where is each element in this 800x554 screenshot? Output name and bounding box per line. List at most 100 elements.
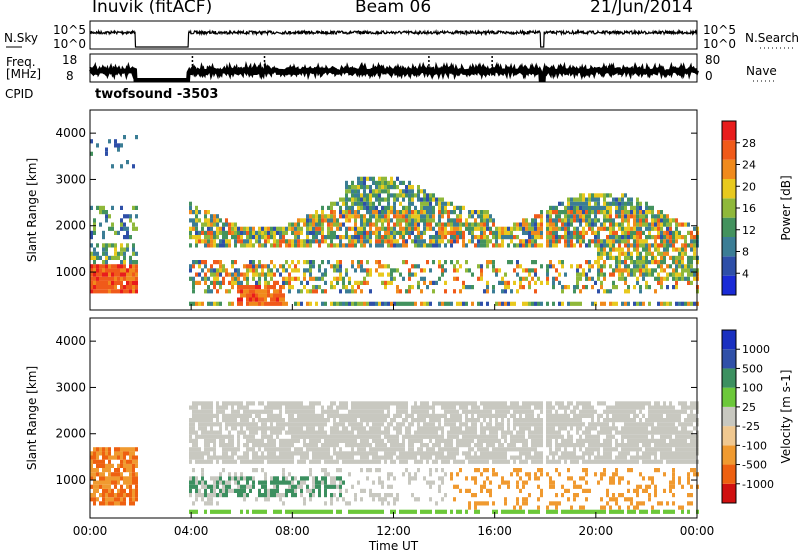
heatmap-cell: [321, 210, 324, 215]
heatmap-cell: [99, 289, 102, 294]
heatmap-cell: [90, 255, 93, 260]
heatmap-cell: [300, 426, 303, 431]
heatmap-cell: [330, 459, 333, 464]
heatmap-cell: [573, 413, 576, 418]
heatmap-cell: [255, 239, 258, 244]
heatmap-cell: [594, 222, 597, 227]
freq-tick-right-bottom: 0: [705, 69, 713, 83]
heatmap-cell: [642, 272, 645, 277]
heatmap-cell: [360, 413, 363, 418]
station-title: Inuvik (fitACF): [92, 0, 213, 17]
heatmap-cell: [96, 468, 99, 473]
heatmap-cell: [93, 264, 96, 269]
heatmap-cell: [603, 422, 606, 427]
heatmap-cell: [657, 247, 660, 252]
heatmap-cell: [540, 409, 543, 414]
heatmap-cell: [132, 501, 135, 506]
heatmap-cell: [321, 272, 324, 277]
heatmap-cell: [429, 193, 432, 198]
heatmap-cell: [474, 218, 477, 223]
heatmap-cell: [516, 472, 519, 477]
heatmap-cell: [594, 434, 597, 439]
heatmap-cell: [204, 418, 207, 423]
heatmap-cell: [582, 413, 585, 418]
heatmap-cell: [216, 418, 219, 423]
heatmap-cell: [219, 268, 222, 273]
heatmap-cell: [312, 285, 315, 290]
heatmap-cell: [381, 239, 384, 244]
heatmap-cell: [417, 239, 420, 244]
heatmap-cell: [93, 285, 96, 290]
heatmap-cell: [228, 239, 231, 244]
heatmap-cell: [585, 260, 588, 265]
heatmap-cell: [459, 430, 462, 435]
heatmap-cell: [201, 418, 204, 423]
heatmap-cell: [366, 210, 369, 215]
heatmap-cell: [579, 301, 582, 306]
heatmap-cell: [339, 405, 342, 410]
heatmap-cell: [234, 451, 237, 456]
heatmap-cell: [573, 451, 576, 456]
heatmap-cell: [336, 413, 339, 418]
heatmap-cell: [501, 430, 504, 435]
heatmap-cell: [441, 205, 444, 210]
heatmap-cell: [630, 230, 633, 235]
heatmap-cell: [525, 226, 528, 231]
heatmap-cell: [627, 301, 630, 306]
heatmap-cell: [393, 239, 396, 244]
heatmap-cell: [237, 226, 240, 231]
heatmap-cell: [579, 422, 582, 427]
heatmap-cell: [390, 447, 393, 452]
heatmap-cell: [420, 235, 423, 240]
heatmap-cell: [123, 276, 126, 281]
heatmap-cell: [492, 285, 495, 290]
heatmap-cell: [483, 451, 486, 456]
heatmap-cell: [351, 409, 354, 414]
heatmap-cell: [402, 438, 405, 443]
heatmap-cell: [690, 239, 693, 244]
heatmap-cell: [264, 472, 267, 477]
heatmap-cell: [522, 222, 525, 227]
heatmap-cell: [252, 264, 255, 269]
heatmap-cell: [99, 484, 102, 489]
heatmap-cell: [291, 509, 294, 514]
heatmap-cell: [237, 401, 240, 406]
heatmap-cell: [117, 147, 120, 152]
heatmap-cell: [537, 214, 540, 219]
heatmap-cell: [405, 230, 408, 235]
heatmap-cell: [621, 434, 624, 439]
heatmap-cell: [390, 193, 393, 198]
heatmap-cell: [690, 264, 693, 269]
heatmap-cell: [462, 430, 465, 435]
heatmap-cell: [309, 218, 312, 223]
heatmap-cell: [192, 447, 195, 452]
heatmap-cell: [123, 451, 126, 456]
heatmap-cell: [192, 301, 195, 306]
heatmap-cell: [372, 455, 375, 460]
heatmap-cell: [537, 438, 540, 443]
heatmap-cell: [633, 285, 636, 290]
heatmap-cell: [264, 280, 267, 285]
heatmap-cell: [369, 214, 372, 219]
heatmap-cell: [477, 409, 480, 414]
heatmap-cell: [195, 405, 198, 410]
heatmap-cell: [522, 405, 525, 410]
heatmap-cell: [393, 193, 396, 198]
heatmap-cell: [372, 480, 375, 485]
heatmap-cell: [537, 230, 540, 235]
heatmap-cell: [315, 230, 318, 235]
heatmap-cell: [522, 443, 525, 448]
heatmap-cell: [639, 289, 642, 294]
heatmap-cell: [594, 201, 597, 206]
heatmap-cell: [261, 272, 264, 277]
heatmap-cell: [561, 222, 564, 227]
heatmap-cell: [297, 409, 300, 414]
heatmap-cell: [399, 214, 402, 219]
heatmap-cell: [492, 289, 495, 294]
heatmap-cell: [480, 443, 483, 448]
heatmap-cell: [219, 280, 222, 285]
heatmap-cell: [576, 285, 579, 290]
heatmap-cell: [474, 459, 477, 464]
heatmap-cell: [504, 413, 507, 418]
heatmap-cell: [435, 426, 438, 431]
